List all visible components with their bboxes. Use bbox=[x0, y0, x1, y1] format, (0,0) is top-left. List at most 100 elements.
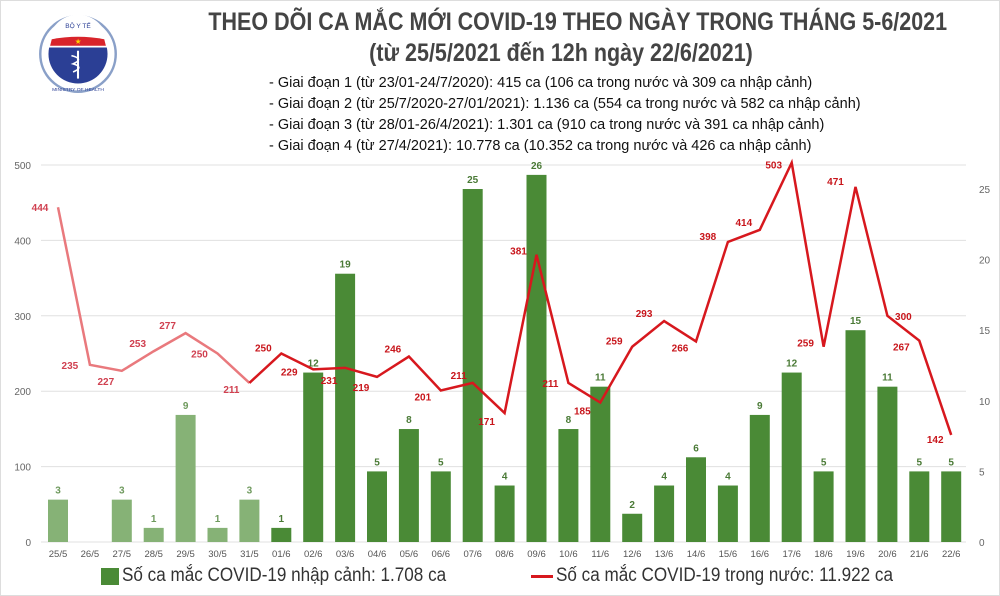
x-tick-label: 19/6 bbox=[846, 549, 865, 560]
bar-data-label: 8 bbox=[566, 415, 572, 426]
bar bbox=[781, 372, 802, 542]
bar-data-label: 4 bbox=[661, 472, 667, 483]
legend-line: Số ca mắc COVID-19 trong nước: 11.922 ca bbox=[531, 565, 930, 587]
left-tick-label: 0 bbox=[25, 538, 31, 549]
period-3: - Giai đoạn 3 (từ 28/01-26/4/2021): 1.30… bbox=[269, 117, 825, 133]
x-tick-label: 22/6 bbox=[942, 549, 961, 560]
bar-data-label: 5 bbox=[374, 457, 380, 468]
legend-bar: Số ca mắc COVID-19 nhập cảnh: 1.708 ca bbox=[101, 565, 482, 587]
x-tick-label: 27/5 bbox=[113, 549, 132, 560]
bar-data-label: 9 bbox=[183, 401, 189, 412]
bar bbox=[398, 429, 419, 542]
bar bbox=[686, 457, 706, 542]
line-data-label: 381 bbox=[510, 247, 527, 258]
bar bbox=[367, 471, 387, 542]
line-data-label: 250 bbox=[191, 350, 208, 361]
logo-text-bottom: MINISTRY OF HEALTH bbox=[52, 87, 104, 93]
period-summary: - Giai đoạn 1 (từ 23/01-24/7/2020): 415 … bbox=[269, 73, 861, 157]
bar-data-label: 3 bbox=[119, 486, 125, 497]
bar bbox=[558, 429, 579, 542]
bar-data-label: 11 bbox=[882, 373, 893, 384]
x-tick-label: 01/6 bbox=[272, 549, 291, 560]
line-data-label: 293 bbox=[636, 309, 653, 320]
x-tick-label: 14/6 bbox=[687, 549, 706, 560]
bar bbox=[335, 273, 356, 542]
bar bbox=[941, 471, 962, 542]
bar-data-label: 4 bbox=[502, 472, 508, 483]
x-tick-label: 21/6 bbox=[910, 549, 929, 560]
bar bbox=[590, 386, 611, 542]
bar-data-label: 19 bbox=[340, 260, 352, 271]
line-data-label: 231 bbox=[321, 376, 338, 387]
line-data-label: 211 bbox=[451, 371, 468, 382]
bar bbox=[111, 499, 132, 542]
line-data-label: 219 bbox=[353, 383, 370, 394]
legend-bar-label: Số ca mắc COVID-19 nhập cảnh: 1.708 ca bbox=[122, 565, 447, 586]
line-data-label: 259 bbox=[606, 337, 623, 348]
x-tick-label: 08/6 bbox=[495, 549, 514, 560]
line-series bbox=[248, 158, 953, 436]
line-data-label: 250 bbox=[255, 344, 272, 355]
bar-data-label: 5 bbox=[821, 457, 827, 468]
bar bbox=[239, 499, 260, 542]
bar-data-label: 1 bbox=[151, 514, 157, 525]
line-data-label: 444 bbox=[32, 203, 49, 214]
bar-data-label: 1 bbox=[279, 514, 285, 525]
x-tick-label: 12/6 bbox=[623, 549, 642, 560]
legend-bar-swatch bbox=[101, 567, 119, 585]
bar-data-label: 25 bbox=[467, 175, 479, 186]
x-tick-label: 11/6 bbox=[591, 549, 609, 560]
legend-line-swatch bbox=[531, 574, 553, 578]
line-data-label: 259 bbox=[797, 339, 814, 350]
left-tick-label: 100 bbox=[14, 463, 31, 474]
right-tick-label: 20 bbox=[979, 256, 991, 267]
period-4: - Giai đoạn 4 (từ 27/4/2021): 10.778 ca … bbox=[269, 138, 812, 154]
bar bbox=[654, 485, 675, 542]
x-tick-label: 06/6 bbox=[432, 549, 451, 560]
x-tick-label: 07/6 bbox=[463, 549, 482, 560]
bar-data-label: 6 bbox=[693, 443, 699, 454]
bar bbox=[303, 372, 324, 542]
line-data-label: 414 bbox=[735, 218, 752, 229]
line-data-label: 227 bbox=[97, 377, 114, 388]
x-tick-label: 04/6 bbox=[368, 549, 387, 560]
bar bbox=[909, 471, 930, 542]
bar bbox=[494, 485, 515, 542]
bar-data-label: 11 bbox=[595, 373, 606, 384]
bar-data-label: 1 bbox=[215, 514, 221, 525]
x-tick-label: 26/5 bbox=[81, 549, 100, 560]
line-data-label: 266 bbox=[672, 343, 689, 354]
line-data-label: 471 bbox=[827, 177, 844, 188]
right-tick-label: 0 bbox=[979, 538, 985, 549]
x-tick-label: 29/5 bbox=[176, 549, 195, 560]
line-data-label: 503 bbox=[765, 161, 782, 172]
x-tick-label: 17/6 bbox=[782, 549, 801, 560]
bar-data-label: 12 bbox=[786, 359, 798, 370]
logo-text-top: BỘ Y TẾ bbox=[65, 20, 91, 30]
bar bbox=[526, 174, 547, 542]
right-tick-label: 25 bbox=[979, 185, 991, 196]
x-tick-label: 13/6 bbox=[655, 549, 674, 560]
line-data-label: 235 bbox=[62, 361, 79, 372]
bar bbox=[271, 527, 292, 542]
ministry-of-health-logo: ★ BỘ Y TẾ MINISTRY OF HEALTH bbox=[37, 13, 119, 100]
x-tick-label: 02/6 bbox=[304, 549, 323, 560]
line-data-label: 171 bbox=[478, 417, 495, 428]
x-tick-label: 15/6 bbox=[719, 549, 738, 560]
x-tick-label: 30/5 bbox=[208, 549, 227, 560]
bar-data-label: 3 bbox=[247, 486, 253, 497]
bar bbox=[813, 471, 834, 542]
line-data-label: 211 bbox=[223, 385, 240, 396]
bar bbox=[622, 513, 643, 542]
bar bbox=[175, 414, 196, 542]
bar-data-label: 4 bbox=[725, 472, 731, 483]
chart-title: THEO DÕI CA MẮC MỚI COVID-19 THEO NGÀY T… bbox=[208, 8, 948, 36]
x-tick-label: 03/6 bbox=[336, 549, 355, 560]
chart-subtitle: (từ 25/5/2021 đến 12h ngày 22/6/2021) bbox=[369, 39, 753, 67]
x-tick-label: 05/6 bbox=[400, 549, 419, 560]
line-data-label: 277 bbox=[159, 321, 176, 332]
right-tick-label: 15 bbox=[979, 326, 991, 337]
x-tick-label: 18/6 bbox=[814, 549, 833, 560]
